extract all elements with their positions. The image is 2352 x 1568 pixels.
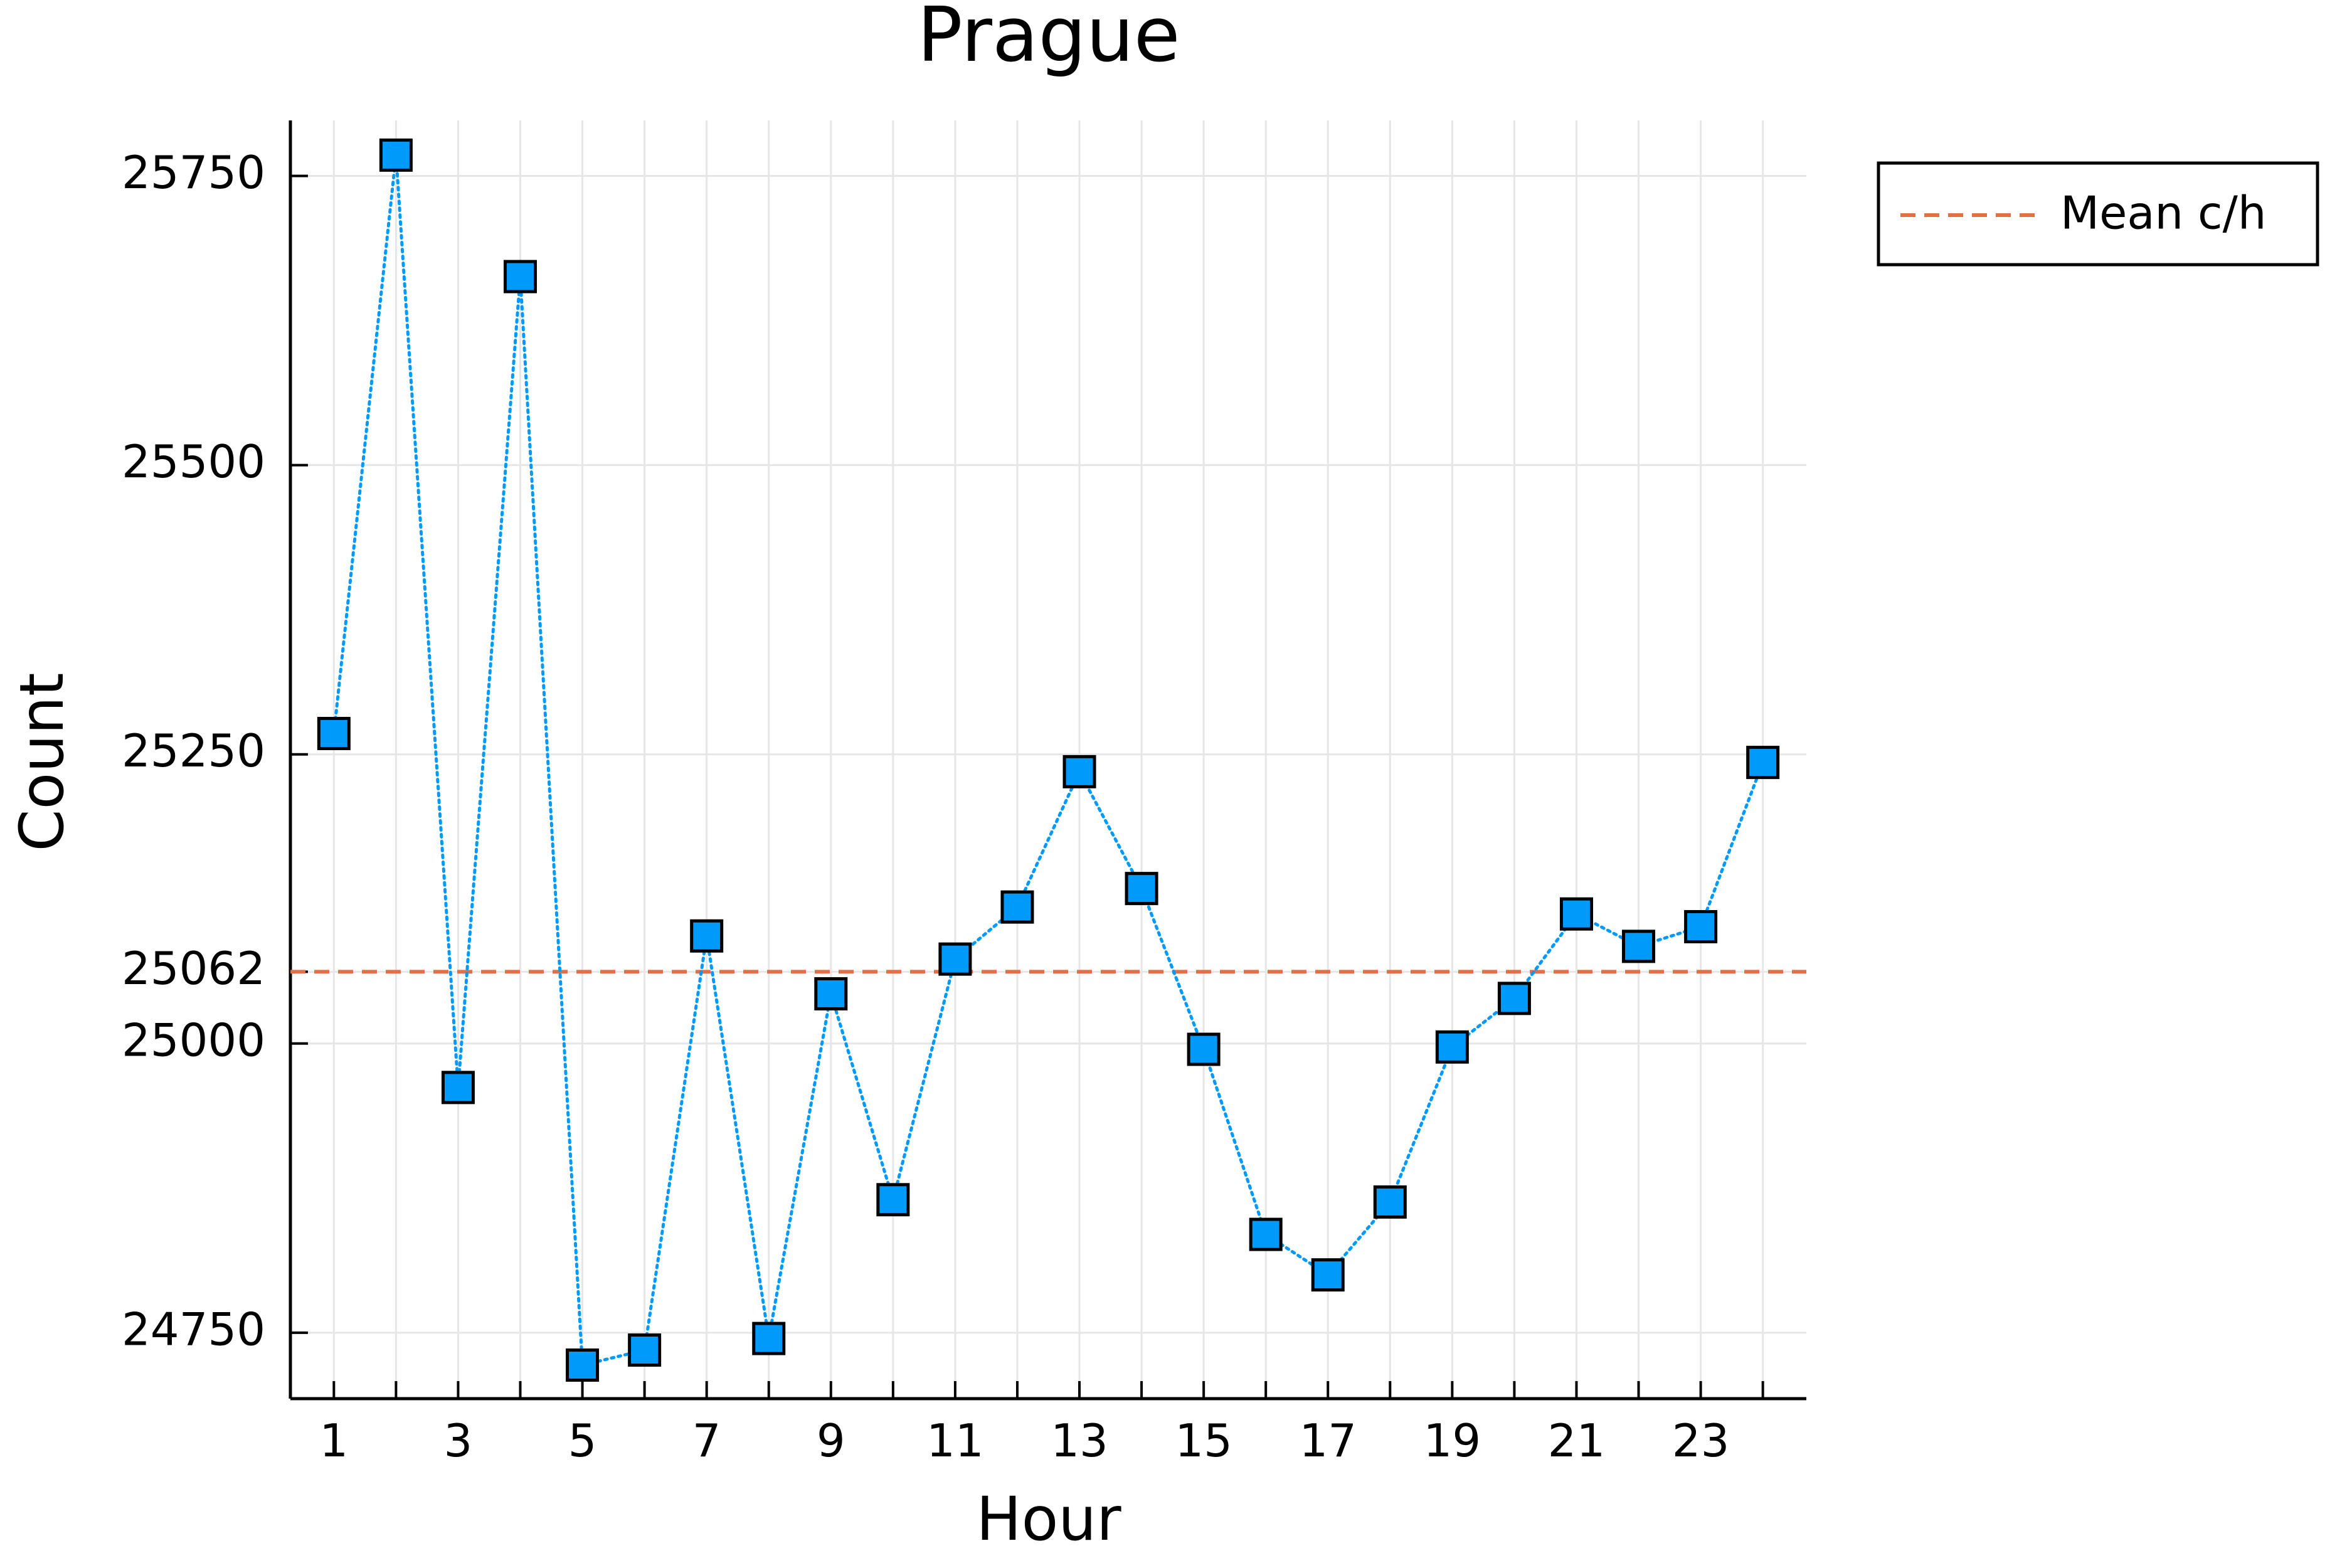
data-point-hour-14 <box>1125 872 1158 906</box>
tick-labels: 1 3 5 7 9 11 13 15 17 19 21 23247502500025062252502… <box>122 146 1729 1467</box>
legend: Mean c/h <box>1877 161 2319 267</box>
data-point-hour-11 <box>938 942 972 976</box>
data-point-hour-23 <box>1684 910 1718 944</box>
data-point-hour-6 <box>628 1333 662 1367</box>
data-point-hour-18 <box>1373 1185 1407 1219</box>
series-layer <box>317 138 1780 1382</box>
data-point-hour-4 <box>504 260 538 294</box>
y-tick-label-25750: 25750 <box>122 146 265 199</box>
x-tick-label-7: 7 <box>692 1414 721 1467</box>
data-point-hour-24 <box>1746 746 1780 780</box>
legend-label-mean: Mean c/h <box>2060 187 2267 240</box>
data-point-hour-3 <box>441 1071 475 1104</box>
data-point-hour-8 <box>752 1322 786 1355</box>
y-tick-label-25062: 25062 <box>122 942 265 995</box>
data-point-hour-9 <box>814 977 848 1010</box>
series-line-0 <box>332 155 1765 1367</box>
data-point-hour-1 <box>317 717 351 751</box>
data-point-hour-16 <box>1249 1217 1283 1251</box>
data-point-hour-20 <box>1497 982 1531 1015</box>
x-tick-label-19: 19 <box>1424 1414 1481 1467</box>
x-tick-label-21: 21 <box>1548 1414 1606 1467</box>
data-point-hour-10 <box>876 1183 910 1217</box>
x-tick-label-5: 5 <box>568 1414 597 1467</box>
axes <box>289 120 1806 1401</box>
x-tick-label-9: 9 <box>817 1414 845 1467</box>
x-tick-label-1: 1 <box>319 1414 348 1467</box>
data-point-hour-22 <box>1622 930 1656 963</box>
x-tick-label-15: 15 <box>1175 1414 1232 1467</box>
data-point-hour-2 <box>379 138 413 172</box>
x-tick-label-11: 11 <box>926 1414 984 1467</box>
data-point-hour-17 <box>1311 1258 1345 1292</box>
y-axis-label: Count <box>7 672 77 851</box>
y-tick-label-25250: 25250 <box>122 724 265 777</box>
y-tick-label-25500: 25500 <box>122 435 265 488</box>
data-point-hour-13 <box>1062 755 1096 788</box>
x-tick-label-13: 13 <box>1051 1414 1108 1467</box>
x-tick-label-23: 23 <box>1672 1414 1730 1467</box>
x-tick-label-3: 3 <box>444 1414 473 1467</box>
data-point-hour-15 <box>1187 1032 1221 1066</box>
y-tick-label-24750: 24750 <box>122 1303 265 1355</box>
data-point-hour-12 <box>1000 890 1034 924</box>
data-point-hour-5 <box>566 1348 600 1382</box>
chart-title: Prague <box>917 0 1180 79</box>
data-point-hour-7 <box>690 919 724 953</box>
x-axis-label: Hour <box>976 1484 1121 1554</box>
x-tick-label-17: 17 <box>1299 1414 1357 1467</box>
data-point-hour-19 <box>1435 1030 1469 1064</box>
data-point-hour-21 <box>1559 897 1593 931</box>
y-tick-label-25000: 25000 <box>122 1014 265 1066</box>
